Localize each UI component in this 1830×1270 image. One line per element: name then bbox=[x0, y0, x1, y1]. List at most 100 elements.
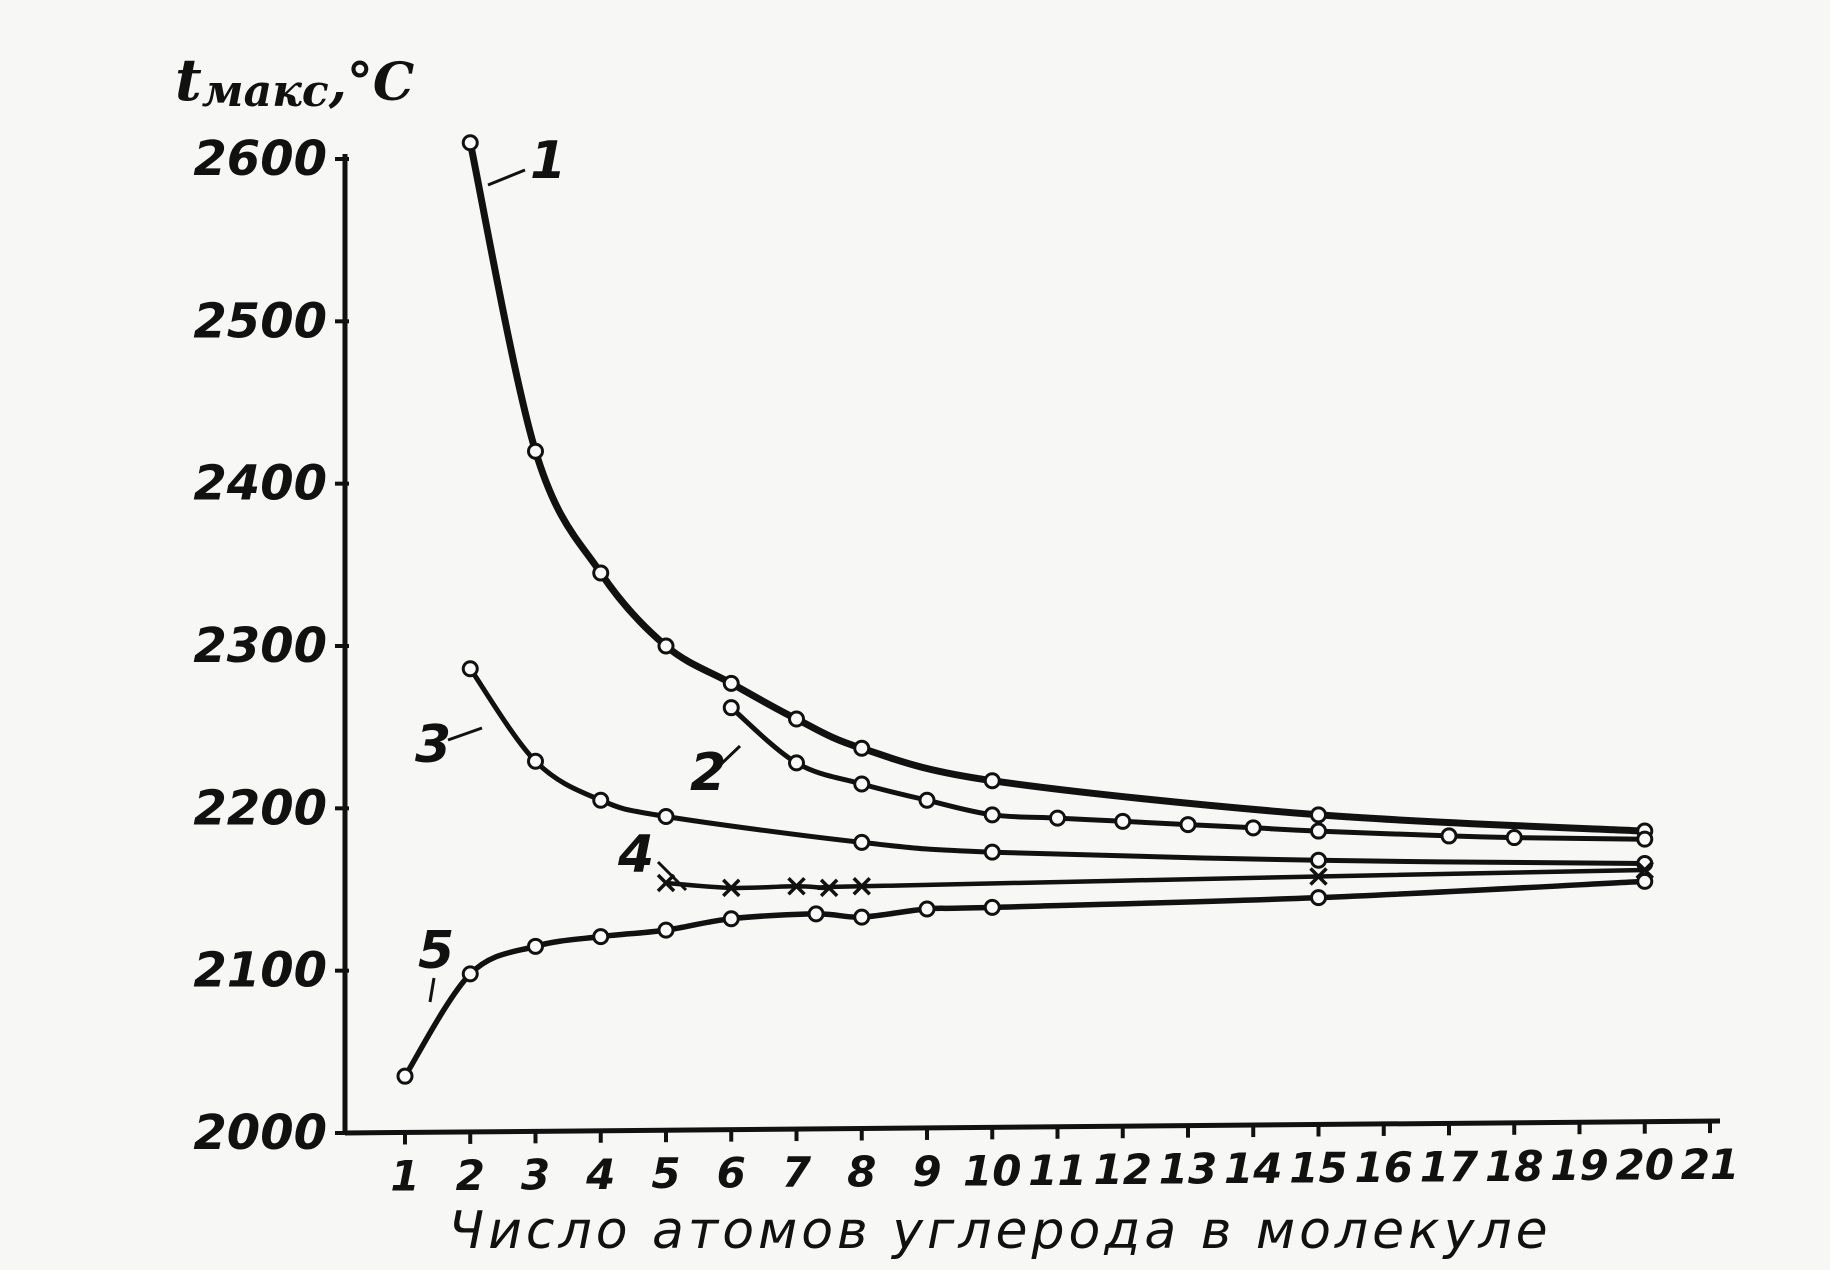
y-tick-label: 2200 bbox=[193, 780, 327, 836]
x-tick-label: 1 bbox=[390, 1151, 419, 1200]
series-5-line bbox=[402, 878, 1645, 1078]
y-axis-label-sub: макс bbox=[202, 66, 329, 117]
series-2-point bbox=[1636, 830, 1654, 848]
series-1-point bbox=[983, 772, 1001, 790]
y-axis-label-unit: ,°C bbox=[328, 52, 415, 113]
x-tick-label: 21 bbox=[1681, 1140, 1739, 1189]
series-5-point bbox=[853, 908, 871, 926]
x-tick-label: 3 bbox=[521, 1150, 550, 1199]
series-4-point bbox=[819, 878, 839, 898]
series-markers bbox=[396, 134, 1654, 1085]
series-3-leader bbox=[447, 726, 483, 742]
x-tick-label: 2 bbox=[456, 1151, 485, 1200]
series-4-point bbox=[656, 873, 676, 893]
y-tick-label: 2100 bbox=[193, 943, 327, 999]
x-tick-label: 7 bbox=[782, 1148, 812, 1197]
series-5-point bbox=[527, 937, 544, 955]
series-5-point bbox=[657, 921, 675, 939]
x-tick-label: 4 bbox=[585, 1150, 615, 1199]
x-tick-label: 17 bbox=[1420, 1142, 1479, 1191]
series-5-label: 5 bbox=[418, 921, 454, 981]
series-5-point bbox=[722, 910, 740, 928]
series-3-line bbox=[468, 667, 1645, 866]
series-1-point bbox=[853, 739, 871, 757]
series-1-line bbox=[466, 142, 1645, 835]
series-5-point bbox=[1636, 872, 1654, 890]
series-5-point bbox=[461, 965, 479, 983]
series-curves bbox=[402, 142, 1645, 1078]
series-4-point bbox=[722, 878, 741, 898]
x-tick-label: 8 bbox=[847, 1147, 876, 1196]
x-tick-label: 13 bbox=[1159, 1145, 1217, 1194]
series-5-point bbox=[396, 1067, 414, 1085]
series-3-point bbox=[1310, 851, 1327, 869]
series-2-point bbox=[1049, 809, 1066, 827]
series-labels: 1 2 3 4 5 bbox=[415, 131, 742, 1003]
x-axis-line bbox=[344, 1118, 1721, 1136]
x-tick-label: 9 bbox=[912, 1147, 941, 1196]
series-5-leader bbox=[428, 977, 436, 1003]
series-5-point bbox=[1310, 889, 1327, 907]
series-3-label: 3 bbox=[415, 715, 451, 775]
series-3-point bbox=[657, 807, 675, 825]
series-3-point bbox=[527, 752, 544, 770]
series-1-point bbox=[788, 710, 805, 728]
series-2-point bbox=[1114, 812, 1132, 830]
x-axis-label: Число атомов углерода в молекуле bbox=[448, 1201, 1551, 1261]
series-1-point bbox=[461, 134, 479, 152]
series-4-point bbox=[787, 877, 806, 896]
series-2-point bbox=[1179, 816, 1197, 834]
series-1-point bbox=[722, 674, 740, 692]
x-tick-label: 14 bbox=[1224, 1144, 1282, 1193]
y-tick-label: 2000 bbox=[193, 1105, 327, 1161]
series-1-point bbox=[592, 564, 610, 582]
series-2-point bbox=[1505, 829, 1523, 847]
x-tick-label: 12 bbox=[1094, 1145, 1152, 1194]
x-tick-label: 16 bbox=[1355, 1143, 1413, 1192]
y-tick-label: 2300 bbox=[193, 618, 327, 674]
x-tick-label: 18 bbox=[1485, 1142, 1543, 1191]
series-2-point bbox=[788, 754, 805, 772]
series-4-label: 4 bbox=[617, 825, 654, 885]
series-5-point bbox=[983, 898, 1001, 916]
series-3-point bbox=[853, 833, 871, 851]
series-1-point bbox=[527, 442, 544, 460]
series-4-line bbox=[665, 867, 1645, 891]
series-2-point bbox=[853, 775, 871, 793]
series-1-label: 1 bbox=[530, 131, 566, 191]
series-3-point bbox=[983, 843, 1001, 861]
x-tick-label: 10 bbox=[963, 1146, 1021, 1195]
series-2-point bbox=[1310, 822, 1327, 840]
series-1-leader bbox=[487, 168, 526, 187]
y-tick-label: 2400 bbox=[193, 456, 327, 512]
series-2-point bbox=[1244, 819, 1262, 837]
series-5-point bbox=[592, 928, 610, 946]
series-4-leader bbox=[656, 860, 688, 892]
x-tick-label: 19 bbox=[1550, 1141, 1608, 1190]
series-2-point bbox=[983, 806, 1001, 824]
series-2-point bbox=[722, 699, 740, 717]
series-1-point bbox=[657, 637, 675, 655]
y-tick-label: 2600 bbox=[193, 131, 327, 187]
series-1-point bbox=[1310, 806, 1327, 824]
series-2-label: 2 bbox=[690, 743, 726, 803]
series-2-leader bbox=[716, 744, 742, 769]
series-2-point bbox=[918, 791, 936, 809]
x-tick-label: 11 bbox=[1028, 1146, 1086, 1195]
y-axis-label-main: t bbox=[175, 46, 202, 114]
x-tick-label: 15 bbox=[1289, 1144, 1347, 1193]
series-3-point bbox=[461, 660, 479, 678]
x-tick-label: 6 bbox=[717, 1149, 746, 1198]
y-axis-label: tмакс,°C bbox=[175, 46, 414, 117]
x-tick-label: 5 bbox=[651, 1149, 680, 1198]
series-2-point bbox=[1440, 827, 1458, 845]
series-5-point bbox=[807, 905, 825, 923]
y-tick-label: 2500 bbox=[193, 293, 327, 349]
series-4-point bbox=[1309, 867, 1328, 886]
series-4-point bbox=[852, 877, 871, 896]
series-3-point bbox=[592, 791, 610, 809]
series-5-point bbox=[918, 900, 936, 918]
x-tick-label: 20 bbox=[1616, 1141, 1674, 1190]
